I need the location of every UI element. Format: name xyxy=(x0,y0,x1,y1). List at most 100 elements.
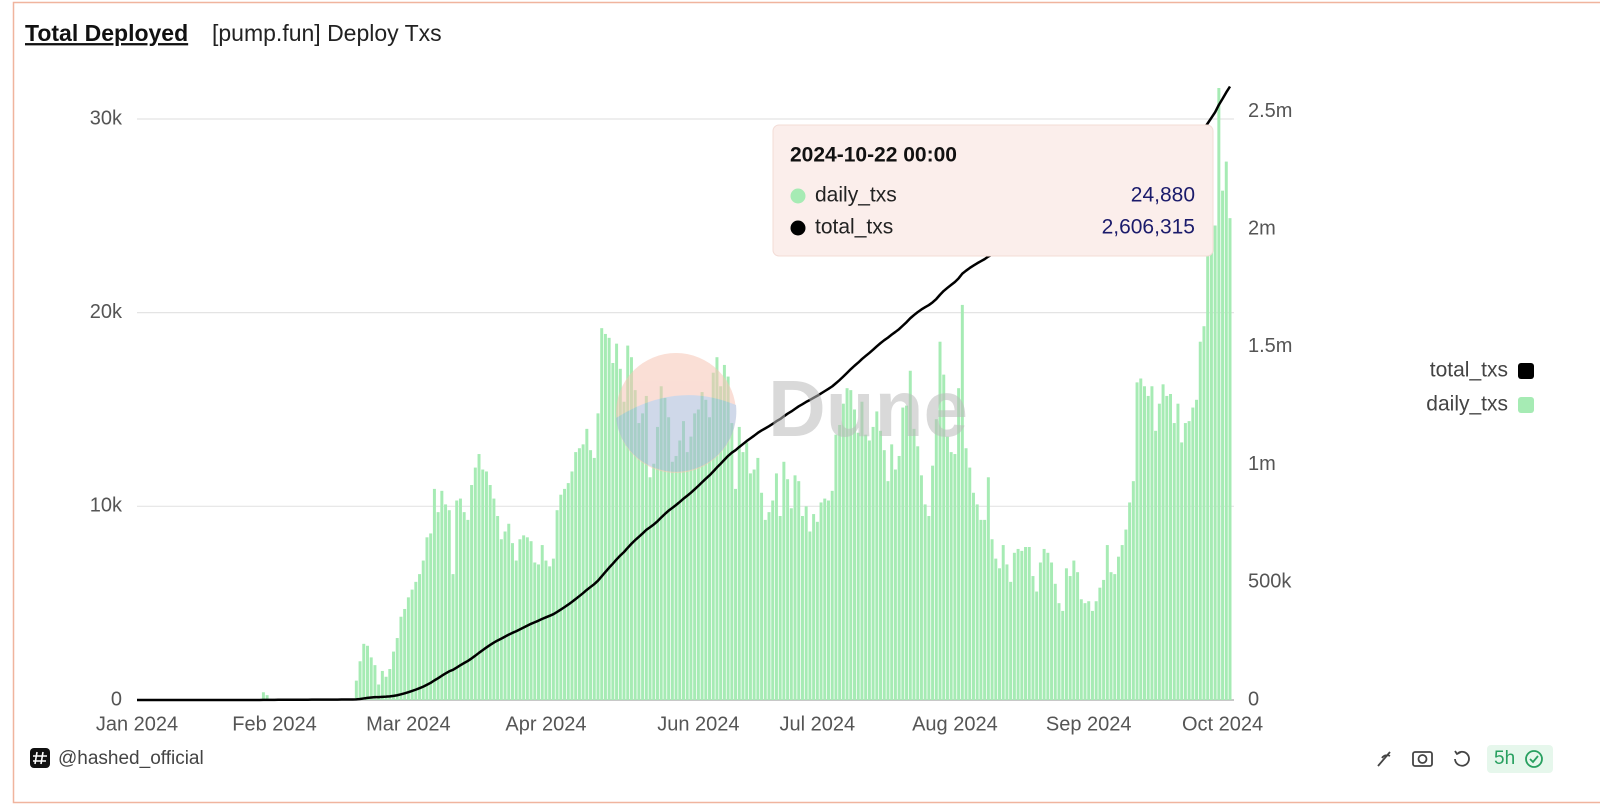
bar xyxy=(566,483,570,700)
bar xyxy=(522,535,526,700)
y-tick-label: 20k xyxy=(90,301,123,323)
bar xyxy=(462,512,466,700)
bar xyxy=(975,504,979,700)
bar xyxy=(696,409,700,700)
bar xyxy=(957,388,961,700)
bar xyxy=(815,521,819,700)
bar xyxy=(629,357,633,700)
bar xyxy=(734,488,738,700)
tooltip: 2024-10-22 00:00 daily_txs 24,880 total_txs… xyxy=(772,124,1214,257)
bar xyxy=(830,490,834,700)
screenshot-icon-lens xyxy=(1417,754,1428,764)
tooltip-title: 2024-10-22 00:00 xyxy=(790,144,957,167)
bar xyxy=(678,440,682,700)
bar xyxy=(1038,562,1042,700)
bar xyxy=(964,448,968,700)
tooltip-series: total_txs xyxy=(815,216,893,239)
bar xyxy=(496,516,500,700)
bar xyxy=(414,581,418,700)
author[interactable]: @hashed_official xyxy=(58,748,204,769)
bar xyxy=(726,376,730,700)
bar xyxy=(1224,161,1228,700)
bar xyxy=(1131,481,1135,700)
bar xyxy=(481,469,485,700)
bar xyxy=(667,417,671,700)
bar xyxy=(905,405,909,700)
bar xyxy=(592,457,596,700)
refresh-query-icon[interactable] xyxy=(1377,751,1391,767)
bar xyxy=(771,500,775,700)
bar xyxy=(384,676,388,700)
bar xyxy=(1113,574,1117,700)
x-tick-label: Jun 2024 xyxy=(657,713,739,735)
bar xyxy=(425,537,429,700)
bar xyxy=(1198,341,1202,700)
bar xyxy=(1005,564,1009,700)
bar xyxy=(600,328,604,700)
bar xyxy=(934,419,938,700)
bar xyxy=(875,411,879,700)
bar xyxy=(752,469,756,700)
bar xyxy=(403,608,407,700)
bar xyxy=(458,498,462,700)
bar xyxy=(1087,601,1091,700)
legend: total_txs daily_txs xyxy=(1426,359,1534,416)
bar xyxy=(704,399,708,700)
bar xyxy=(797,481,801,700)
bar xyxy=(748,473,752,700)
reload-icon[interactable] xyxy=(1454,750,1470,767)
bar xyxy=(774,473,778,700)
bar xyxy=(466,519,470,700)
bar xyxy=(585,428,589,700)
bar xyxy=(864,434,868,700)
bar xyxy=(577,448,581,700)
bar xyxy=(641,413,645,700)
bar xyxy=(507,523,511,700)
bar xyxy=(711,372,715,700)
bar xyxy=(916,446,920,700)
bar xyxy=(994,558,998,700)
bar xyxy=(1068,576,1072,700)
x-tick-label: Sep 2024 xyxy=(1046,713,1132,735)
bar xyxy=(1165,395,1169,700)
bar xyxy=(901,407,905,700)
bar xyxy=(1180,442,1184,700)
bar xyxy=(730,423,734,700)
bar xyxy=(1209,239,1213,700)
author-icon-glyph xyxy=(33,751,47,765)
screenshot-icon[interactable] xyxy=(1412,751,1433,767)
watermark-logo-part xyxy=(616,395,737,472)
bar xyxy=(1213,225,1217,700)
bar xyxy=(503,531,507,700)
tooltip-value: 2,606,315 xyxy=(1102,216,1195,239)
bar xyxy=(689,436,693,700)
bar xyxy=(451,574,455,700)
tab-title[interactable]: Total Deployed xyxy=(25,20,188,46)
bar xyxy=(399,616,403,700)
tab-subtitle[interactable]: [pump.fun] Deploy Txs xyxy=(212,20,442,46)
tooltip-value: 24,880 xyxy=(1131,184,1195,207)
tooltip-swatch xyxy=(790,188,806,204)
bar xyxy=(1124,529,1128,700)
bar xyxy=(548,566,552,700)
bar xyxy=(663,397,667,700)
bar xyxy=(1031,576,1035,700)
bar xyxy=(1161,384,1165,700)
bar xyxy=(1183,423,1187,700)
bar xyxy=(942,374,946,700)
bar xyxy=(655,426,659,700)
bar xyxy=(800,516,804,700)
bar xyxy=(455,500,459,700)
bar xyxy=(265,695,269,700)
bar xyxy=(615,343,619,700)
bar xyxy=(960,304,964,700)
bar xyxy=(570,471,574,700)
legend-label: daily_txs xyxy=(1426,393,1508,416)
bar xyxy=(432,488,436,700)
tooltip-swatch xyxy=(790,220,806,236)
bar xyxy=(525,537,529,700)
bar xyxy=(782,461,786,700)
bar xyxy=(529,541,533,700)
bar xyxy=(1176,403,1180,700)
legend-swatch xyxy=(1518,397,1534,413)
